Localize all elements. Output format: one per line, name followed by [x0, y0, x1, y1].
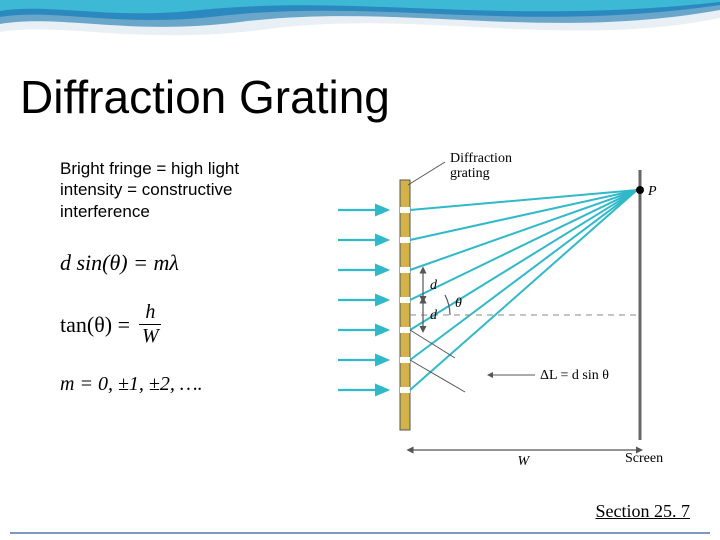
- svg-text:W: W: [518, 454, 531, 469]
- section-label: Section 25. 7: [596, 501, 691, 522]
- wave-header: [0, 0, 720, 70]
- svg-text:Screen: Screen: [625, 451, 663, 466]
- footer-accent: [10, 532, 710, 534]
- svg-text:grating: grating: [450, 166, 490, 181]
- equation-tantheta: tan(θ) = h W: [60, 301, 203, 348]
- svg-text:d: d: [430, 308, 438, 323]
- svg-text:θ: θ: [455, 296, 462, 311]
- equation-dsintheta: d sin(θ) = mλ: [60, 250, 203, 276]
- svg-text:Diffraction: Diffraction: [450, 151, 512, 166]
- page-title: Diffraction Grating: [20, 70, 390, 124]
- description-text: Bright fringe = high light intensity = c…: [60, 158, 300, 222]
- equation-m-values: m = 0, ±1, ±2, ….: [60, 373, 203, 396]
- svg-text:d: d: [430, 278, 438, 293]
- svg-text:P: P: [647, 184, 657, 199]
- diffraction-diagram: Diffractiongrating Pdd θ ΔL = d sin θ W Scree…: [330, 150, 690, 480]
- svg-text:ΔL = d sin θ: ΔL = d sin θ: [540, 368, 609, 383]
- equations-block: d sin(θ) = mλ tan(θ) = h W m = 0, ±1, ±2…: [60, 250, 203, 396]
